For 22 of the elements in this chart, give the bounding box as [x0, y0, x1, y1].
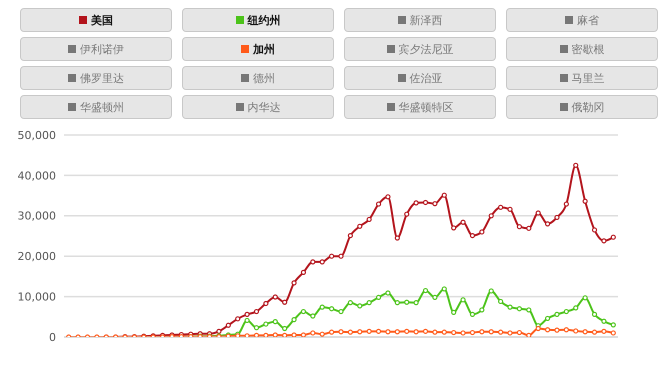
- legend-label: 宾夕法尼亚: [398, 42, 454, 56]
- legend-label: 麻省: [577, 12, 599, 28]
- y-tick-label: 40,000: [18, 169, 56, 182]
- legend-label: 德州: [253, 70, 275, 86]
- legend-label: 伊利诺伊: [80, 42, 124, 56]
- y-tick-label: 0: [49, 330, 56, 344]
- legend-label: 俄勒冈: [572, 100, 604, 114]
- legend-label: 内华达: [248, 100, 280, 114]
- y-tick-label: 50,000: [18, 128, 56, 142]
- y-tick-label: 20,000: [18, 250, 56, 264]
- legend-label: 佛罗里达: [80, 70, 124, 86]
- legend-label: 密歇根: [572, 42, 604, 56]
- legend-label: 美国: [91, 12, 113, 28]
- legend-label: 佐治亚: [410, 70, 442, 86]
- legend-label: 华盛顿州: [80, 100, 124, 114]
- y-tick-label: 30,000: [18, 210, 56, 223]
- legend-label: 新泽西: [410, 12, 442, 28]
- legend-label: 马里兰: [572, 70, 604, 86]
- legend-label: 纽约州: [248, 12, 280, 28]
- y-tick-label: 10,000: [18, 290, 56, 304]
- legend-label: 华盛顿特区: [398, 100, 454, 114]
- legend-label: 加州: [253, 42, 275, 56]
